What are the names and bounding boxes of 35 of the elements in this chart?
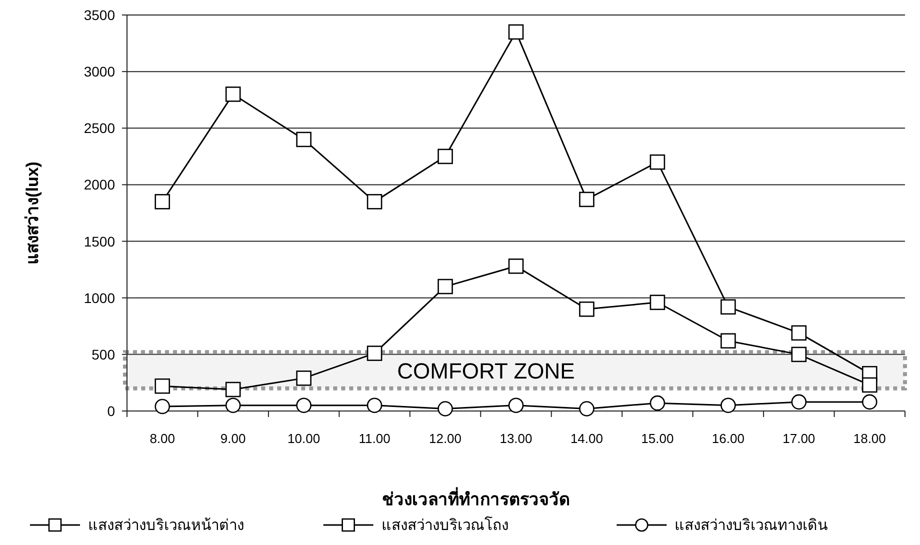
point xyxy=(650,294,666,310)
x-tick-label: 15.00 xyxy=(641,431,674,446)
x-tick-label: 17.00 xyxy=(782,431,816,446)
legend-label: แสงสว่างบริเวณหน้าต่าง xyxy=(88,517,244,534)
point xyxy=(862,377,878,393)
point xyxy=(225,382,241,398)
point xyxy=(791,346,807,362)
point xyxy=(366,346,382,361)
y-tick-label: 1500 xyxy=(84,233,116,250)
x-tick-label: 13.00 xyxy=(500,431,532,446)
legend-label: แสงสว่างบริเวณทางเดิน xyxy=(674,517,828,534)
x-tick-label: 18.00 xyxy=(853,431,886,446)
band-label: COMFORT ZONE xyxy=(397,358,575,384)
y-tick-label: 0 xyxy=(107,403,116,419)
x-tick-label: 8.00 xyxy=(150,431,176,446)
x-tick-label: 14.00 xyxy=(570,431,603,446)
x-axis-title: ช่วงเวลาที่ทำการตรวจวัด xyxy=(382,487,570,509)
point xyxy=(791,325,807,341)
x-tick-label: 16.00 xyxy=(712,431,744,446)
y-tick-label: 3500 xyxy=(84,7,116,23)
x-tick-label: 11.00 xyxy=(358,431,390,446)
y-tick-label: 500 xyxy=(92,346,116,362)
y-tick-label: 3000 xyxy=(84,64,116,80)
legend-label: แสงสว่างบริเวณโถง xyxy=(381,516,508,534)
x-tick-label: 12.00 xyxy=(429,431,462,446)
point xyxy=(508,24,524,40)
x-tick-label: 10.00 xyxy=(288,431,320,446)
y-tick-label: 2500 xyxy=(84,120,116,136)
point xyxy=(296,370,312,386)
y-axis-title: แสงสว่าง(lux) xyxy=(23,162,42,264)
y-tick-label: 2000 xyxy=(84,176,116,193)
point xyxy=(650,154,666,170)
y-tick-label: 1000 xyxy=(84,290,116,306)
point xyxy=(154,378,170,394)
x-tick-label: 9.00 xyxy=(220,431,246,446)
